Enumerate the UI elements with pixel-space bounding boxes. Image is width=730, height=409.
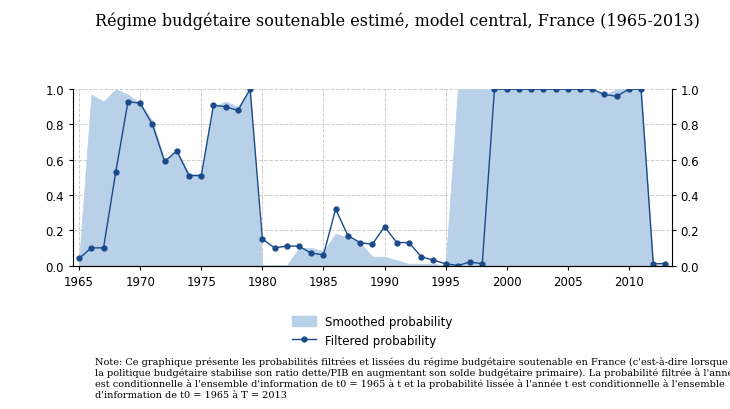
Legend: Smoothed probability, Filtered probability: Smoothed probability, Filtered probabili…: [288, 310, 457, 352]
Text: Régime budgétaire soutenable estimé, model central, France (1965-2013): Régime budgétaire soutenable estimé, mod…: [95, 12, 700, 30]
Text: Note: Ce graphique présente les probabilités filtrées et lissées du régime budgé: Note: Ce graphique présente les probabil…: [95, 356, 730, 399]
